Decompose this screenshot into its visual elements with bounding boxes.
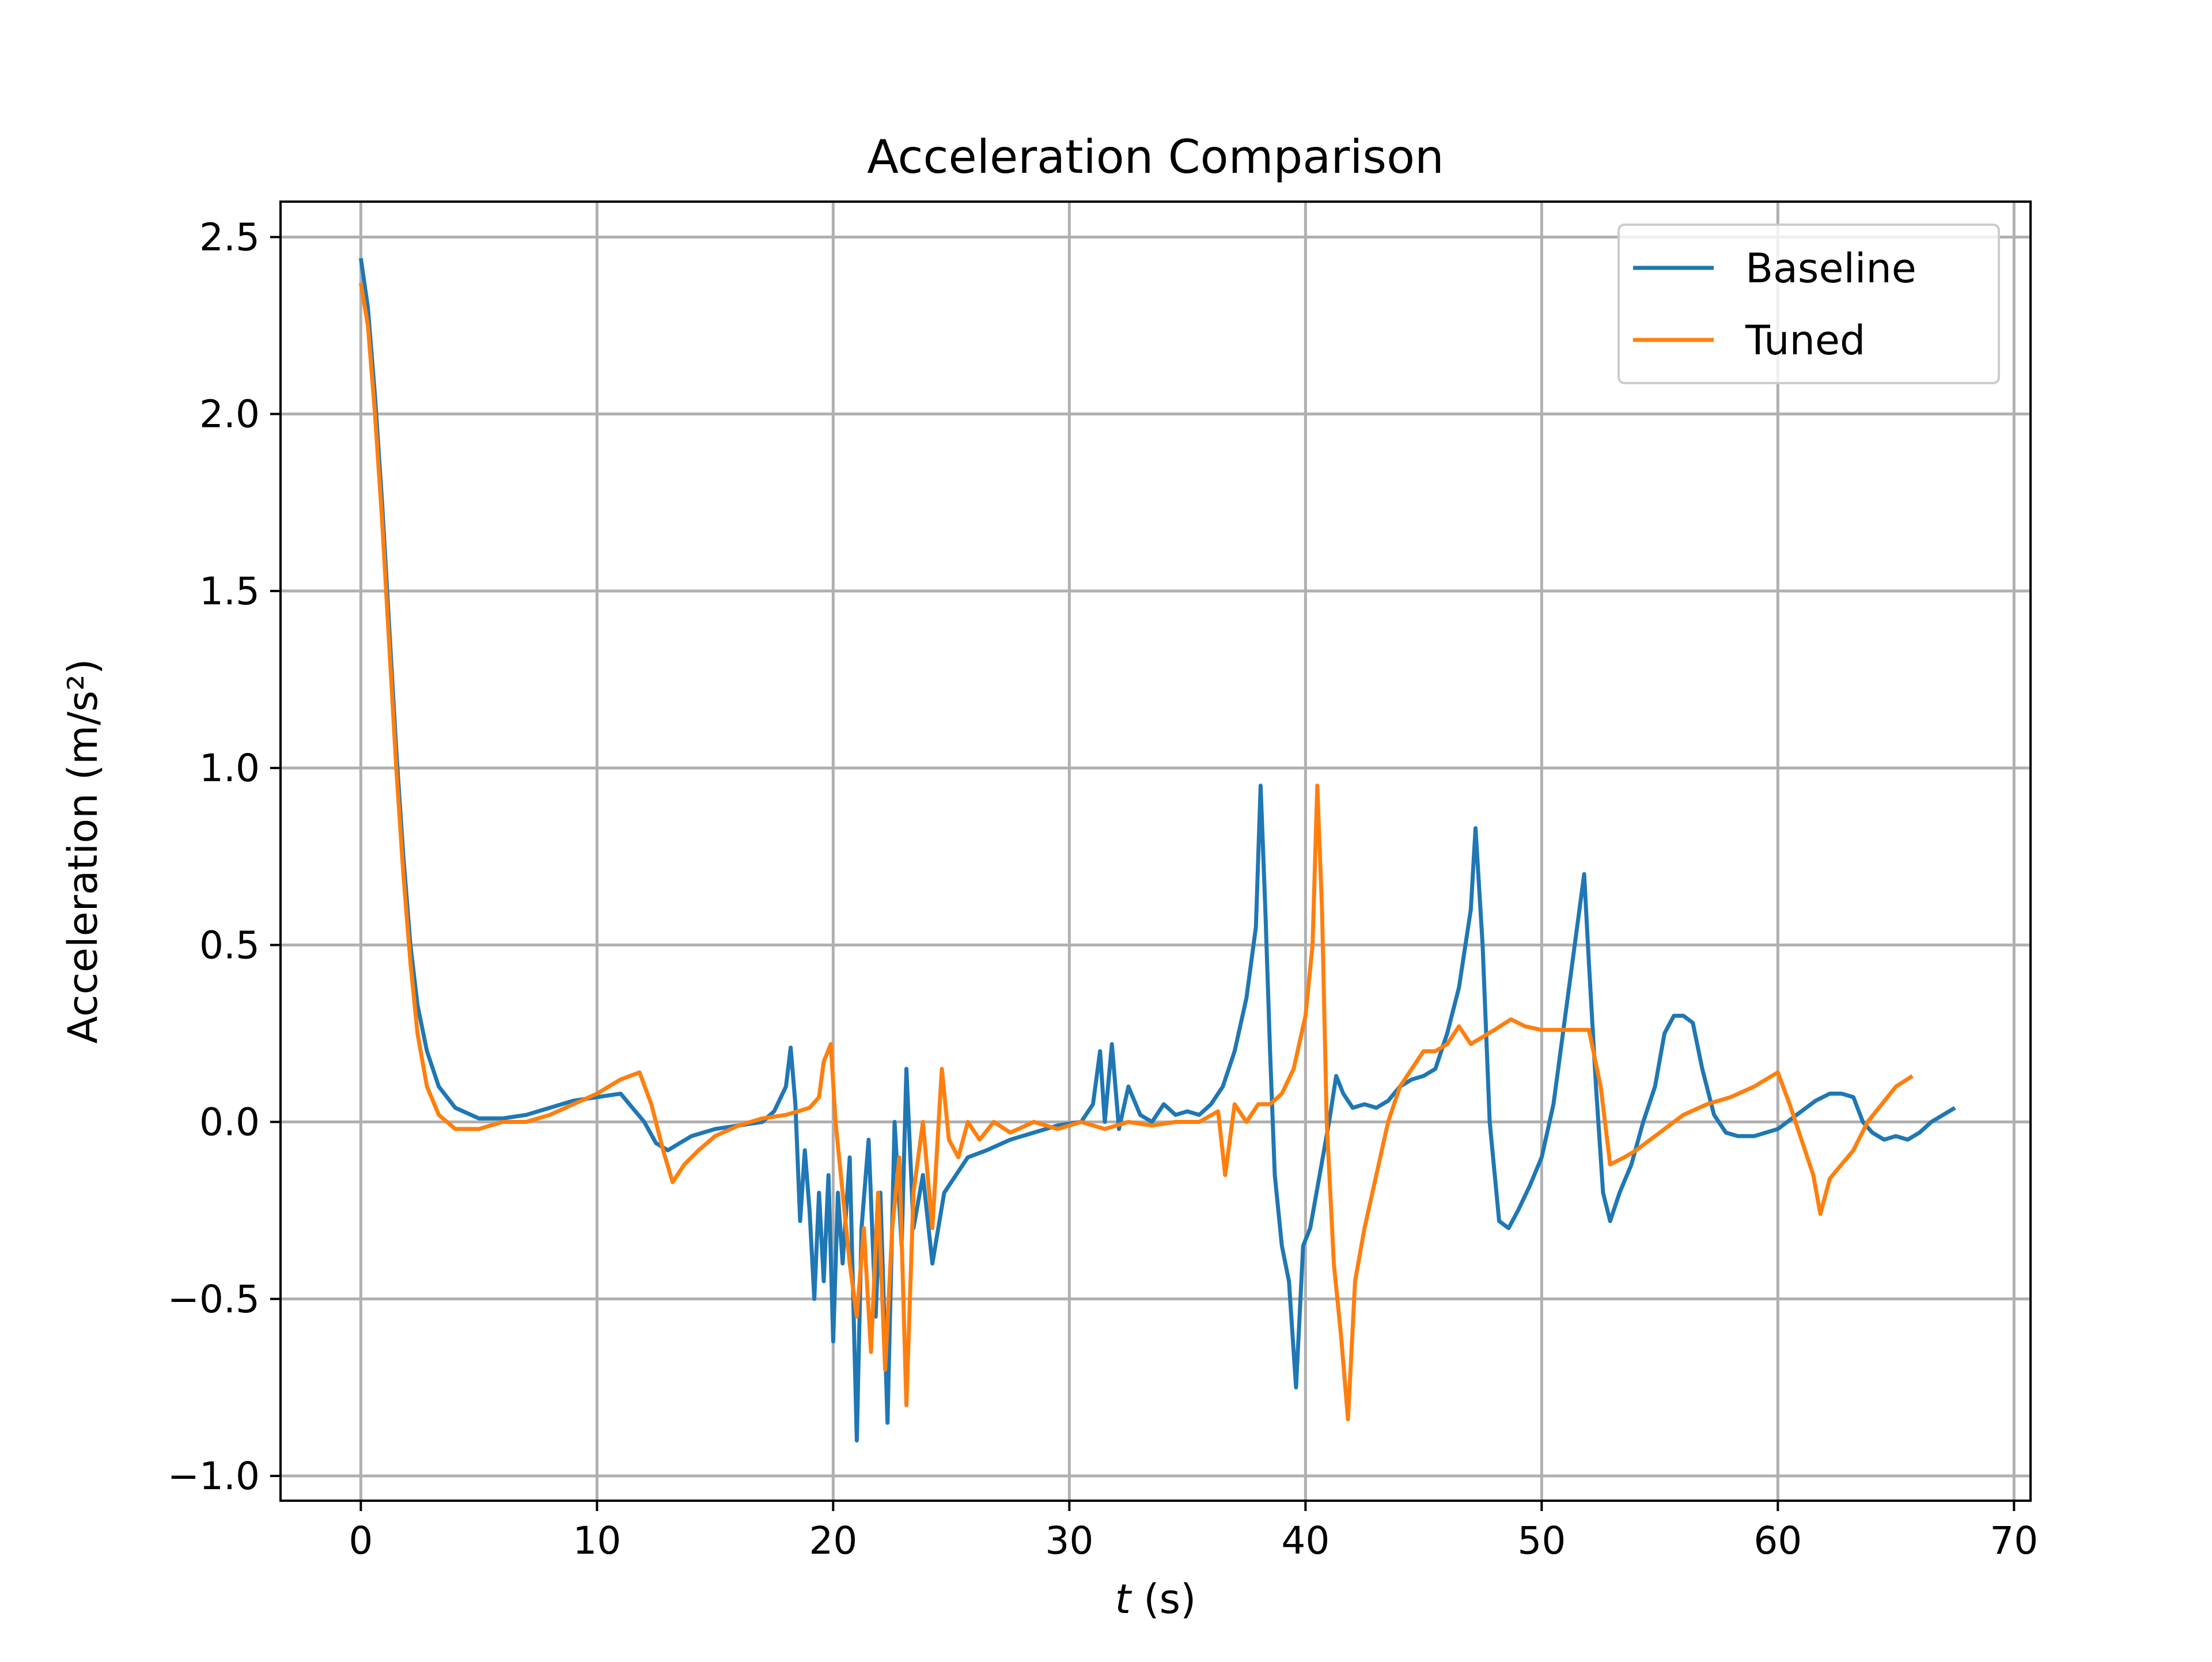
x-axis-label: t (s) xyxy=(1115,1576,1196,1623)
legend-label-baseline: Baseline xyxy=(1745,245,1916,292)
y-tick-label: −0.5 xyxy=(168,1277,260,1322)
y-tick-label: 2.0 xyxy=(199,392,260,437)
series-line-tuned xyxy=(358,282,1914,1422)
x-tick-label: 40 xyxy=(1281,1519,1330,1563)
y-tick-label: 2.5 xyxy=(199,215,260,259)
y-tick-label: 1.5 xyxy=(199,569,260,614)
y-axis-label: Acceleration (m/s²) xyxy=(59,658,107,1043)
x-axis-variable: t xyxy=(1115,1576,1132,1623)
x-tick-label: 60 xyxy=(1753,1519,1802,1563)
x-tick-label: 20 xyxy=(809,1519,857,1563)
y-tick-label: 1.0 xyxy=(199,746,260,790)
grid-layer xyxy=(281,202,2031,1501)
legend-box xyxy=(1618,224,2000,384)
y-tick-label: 0.0 xyxy=(199,1100,260,1145)
plot-frame xyxy=(279,200,2032,1502)
x-tick-label: 30 xyxy=(1045,1519,1093,1563)
series-layer xyxy=(358,258,1956,1443)
x-tick-label: 10 xyxy=(573,1519,621,1563)
tick-layer: 0 10 20 30 40 50 60 70 −1.0 −0.5 0.0 0.5 1.0 1.5 2.0 2.… xyxy=(168,215,2039,1563)
x-axis-unit: (s) xyxy=(1131,1576,1196,1623)
y-tick-label: −1.0 xyxy=(168,1454,260,1498)
y-tick-label: 0.5 xyxy=(199,923,260,967)
series-line-baseline xyxy=(358,258,1956,1443)
chart-title: Acceleration Comparison xyxy=(867,130,1444,184)
x-tick-label: 70 xyxy=(1990,1519,2038,1563)
x-tick-label: 50 xyxy=(1517,1519,1566,1563)
legend-label-tuned: Tuned xyxy=(1745,317,1865,364)
legend: Baseline Tuned xyxy=(1618,224,2000,384)
x-tick-label: 0 xyxy=(349,1519,373,1563)
